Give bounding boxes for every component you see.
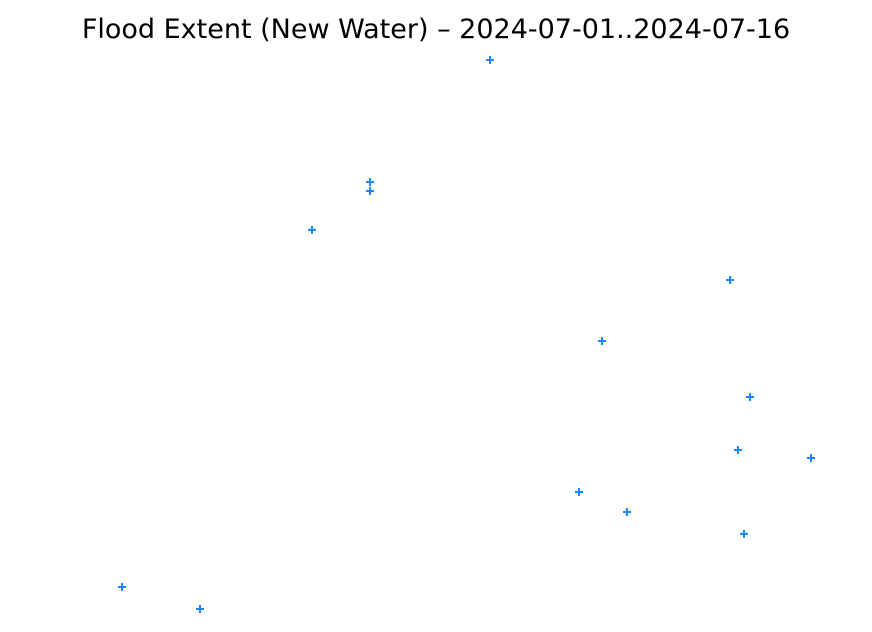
flood-marker <box>308 226 316 234</box>
flood-marker <box>740 530 748 538</box>
flood-marker <box>746 393 754 401</box>
flood-marker <box>366 187 374 195</box>
flood-marker <box>486 56 494 64</box>
flood-marker <box>118 583 126 591</box>
flood-marker <box>726 276 734 284</box>
flood-marker <box>734 446 742 454</box>
flood-marker <box>807 454 815 462</box>
map-title: Flood Extent (New Water) – 2024-07-01..2… <box>81 14 791 45</box>
flood-marker <box>598 337 606 345</box>
flood-marker <box>196 605 204 613</box>
flood-marker <box>623 508 631 516</box>
flood-marker <box>575 488 583 496</box>
flood-marker <box>366 178 374 186</box>
flood-markers-group <box>118 56 815 613</box>
